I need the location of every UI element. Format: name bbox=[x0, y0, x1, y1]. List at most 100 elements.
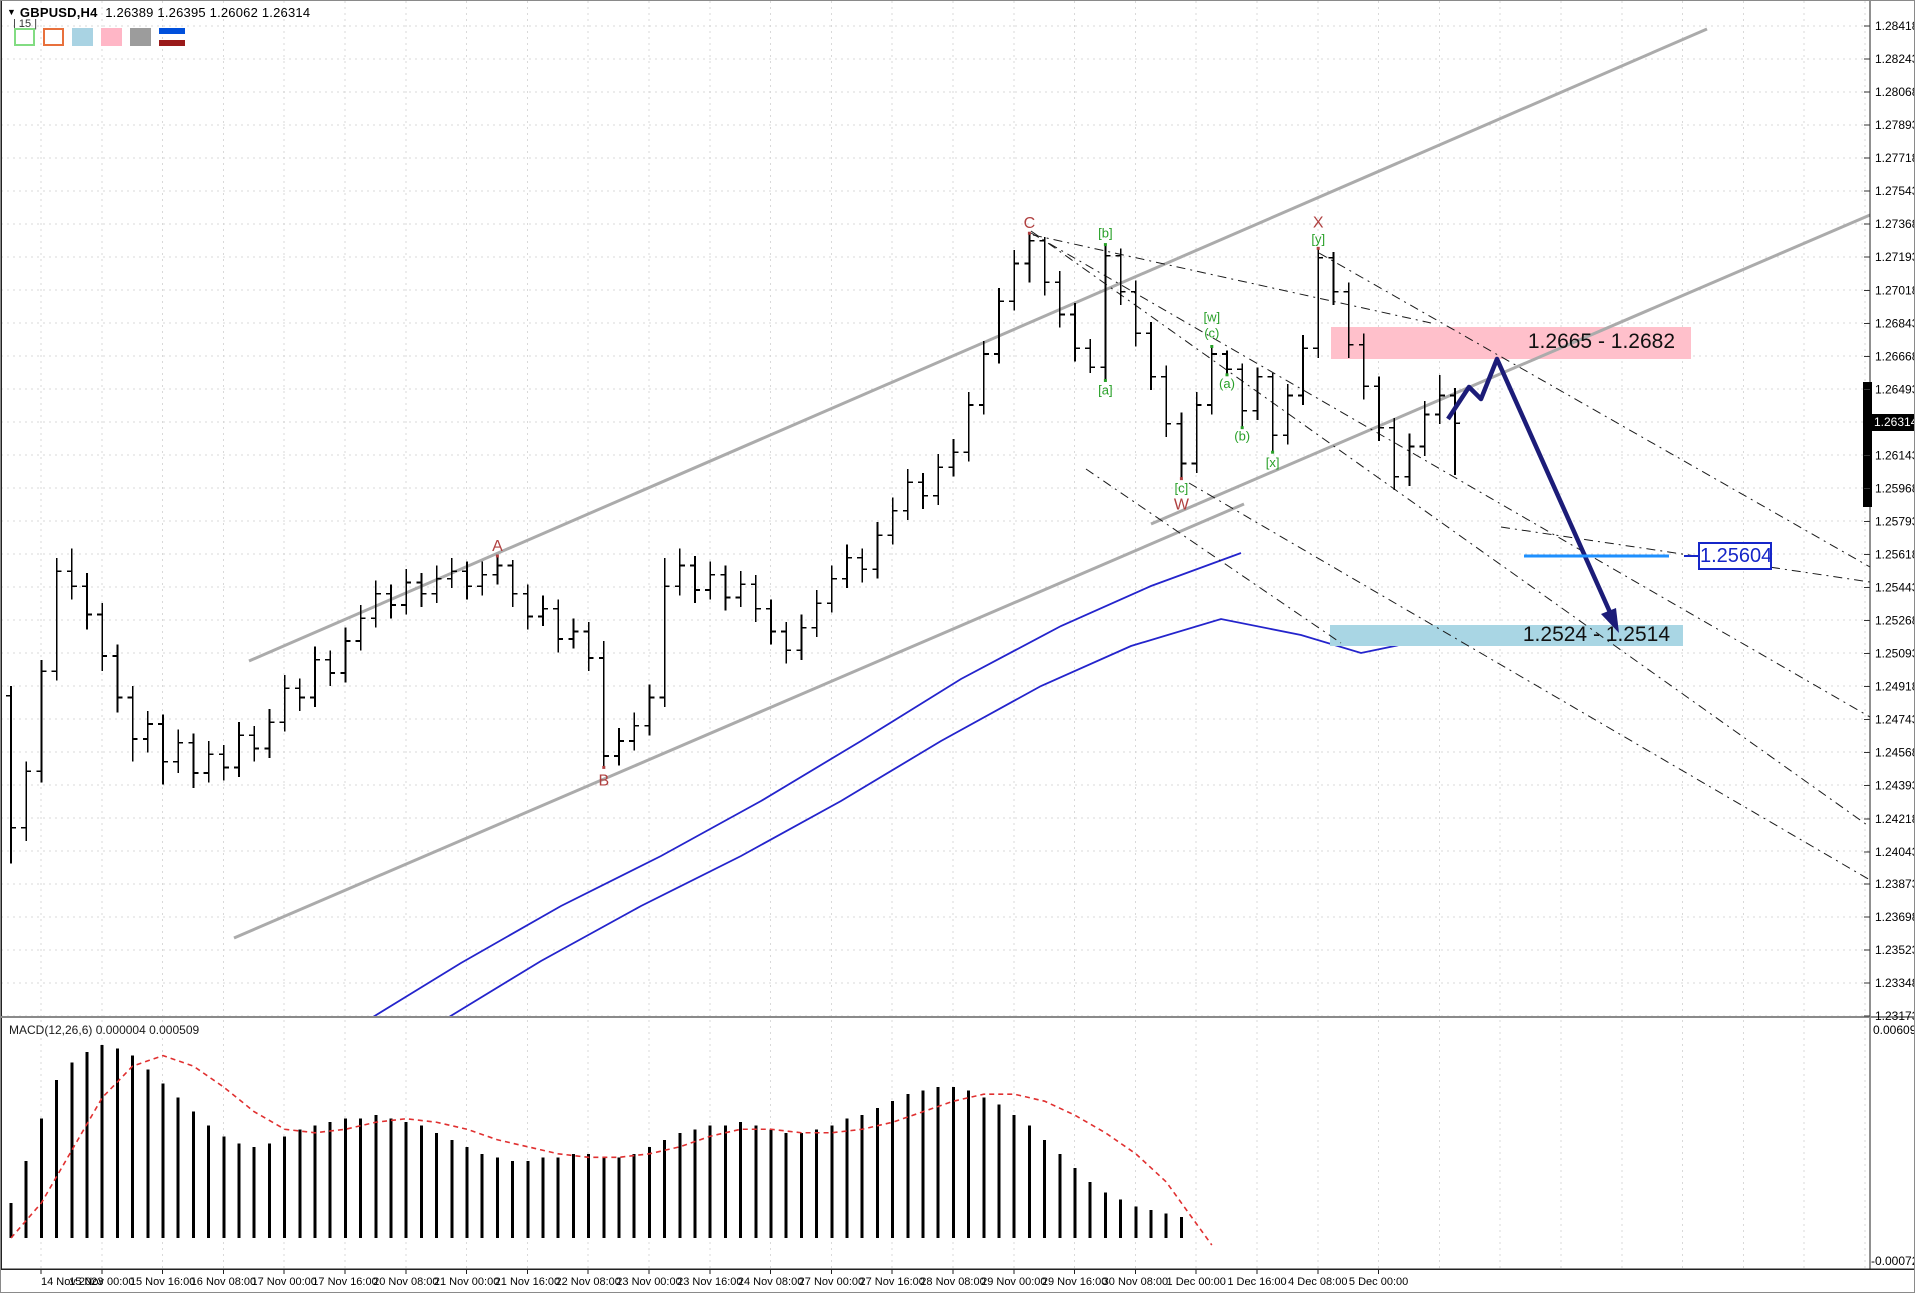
dashdot-trendlines bbox=[1030, 230, 1871, 881]
macd-name: MACD(12,26,6) bbox=[9, 1023, 93, 1037]
price-tick-label: 1.24918 bbox=[1875, 680, 1915, 694]
wave-label-y[interactable]: [y] bbox=[1311, 231, 1325, 246]
time-tick-label: 16 Nov 08:00 bbox=[191, 1276, 256, 1288]
resistance-zone-rect[interactable] bbox=[1331, 327, 1691, 359]
wave-anchor-dot bbox=[1240, 426, 1244, 430]
support-zone-label[interactable]: 1.2524 - 1.2514 bbox=[1522, 623, 1670, 646]
macd-value-main: 0.000004 bbox=[95, 1023, 146, 1037]
wave-label-c[interactable]: (c) bbox=[1204, 325, 1219, 340]
dashdot-trendline[interactable] bbox=[1032, 234, 1432, 324]
dashdot-trendline[interactable] bbox=[1188, 482, 1871, 881]
time-tick-label: 23 Nov 00:00 bbox=[616, 1276, 681, 1288]
price-zones bbox=[1330, 327, 1691, 646]
dashdot-trendline[interactable] bbox=[1085, 468, 1342, 644]
macd-value-signal: 0.000509 bbox=[149, 1023, 200, 1037]
channel-line[interactable] bbox=[248, 27, 1708, 663]
price-tick-label: 1.25618 bbox=[1875, 548, 1915, 562]
wave-label-c[interactable]: [c] bbox=[1175, 481, 1189, 496]
wave-label-C[interactable]: C bbox=[1024, 215, 1036, 232]
time-tick-label: 15 Nov 16:00 bbox=[130, 1276, 195, 1288]
wave-label-A[interactable]: A bbox=[492, 538, 503, 555]
price-tick-label: 1.27018 bbox=[1875, 283, 1915, 297]
dashdot-trendline[interactable] bbox=[1030, 230, 1871, 828]
price-tick-label: 1.26843 bbox=[1875, 316, 1915, 330]
price-tick-label: 1.27193 bbox=[1875, 250, 1915, 264]
dashdot-trendline[interactable] bbox=[1030, 232, 1871, 718]
wave-anchor-dot bbox=[1103, 243, 1107, 247]
wave-anchor-dot bbox=[1271, 450, 1275, 454]
current-price-box: 1.26314 bbox=[1871, 414, 1914, 431]
symbol-name: GBPUSD,H4 bbox=[19, 5, 98, 20]
price-tick-label: 1.27893 bbox=[1875, 118, 1915, 132]
wave-anchor-dot bbox=[1179, 477, 1183, 481]
time-tick-label: 27 Nov 16:00 bbox=[859, 1276, 924, 1288]
channel-line[interactable] bbox=[1150, 213, 1871, 526]
wave-anchor-dot bbox=[1316, 246, 1320, 250]
legend-swatch-orange-outline-box bbox=[43, 28, 64, 46]
legend-swatch-line-colors bbox=[159, 28, 185, 46]
wave-label-b[interactable]: (b) bbox=[1234, 429, 1250, 444]
time-tick-label: 15 Nov 00:00 bbox=[69, 1276, 134, 1288]
projection-drawing[interactable] bbox=[1446, 356, 1698, 633]
legend-swatch-lightblue-box bbox=[72, 28, 93, 46]
wave-labels: A B C [a] [b] [w](c) (a) (b) [x] [c]W X[y] bbox=[492, 214, 1325, 789]
time-tick-label: 5 Dec 00:00 bbox=[1349, 1276, 1408, 1288]
price-tick-label: 1.23873 bbox=[1875, 877, 1915, 891]
time-tick-label: 17 Nov 00:00 bbox=[251, 1276, 316, 1288]
wave-label-b[interactable]: [b] bbox=[1098, 226, 1112, 241]
grid-lines bbox=[1, 1, 1870, 1269]
time-tick-label: 1 Dec 16:00 bbox=[1227, 1276, 1286, 1288]
time-tick-label: 29 Nov 00:00 bbox=[981, 1276, 1046, 1288]
target-price-box[interactable]: 1.25604 bbox=[1698, 542, 1772, 570]
wave-label-W[interactable]: W bbox=[1174, 497, 1190, 514]
time-tick-label: 20 Nov 08:00 bbox=[373, 1276, 438, 1288]
symbol-dropdown-icon[interactable]: ▼ bbox=[7, 7, 17, 17]
wave-anchor-dot bbox=[495, 554, 499, 558]
channel-line[interactable] bbox=[233, 502, 1245, 940]
price-tick-label: 1.24393 bbox=[1875, 779, 1915, 793]
wave-label-a[interactable]: (a) bbox=[1219, 376, 1235, 391]
time-tick-label: 17 Nov 16:00 bbox=[312, 1276, 377, 1288]
price-tick-label: 1.27368 bbox=[1875, 217, 1915, 231]
channel-trendlines bbox=[233, 27, 1871, 940]
price-tick-label: 1.25093 bbox=[1875, 647, 1915, 661]
time-tick-label: 22 Nov 08:00 bbox=[555, 1276, 620, 1288]
price-tick-label: 1.27718 bbox=[1875, 151, 1915, 165]
symbol-info-bar: ▼ GBPUSD,H4 1.26389 1.26395 1.26062 1.26… bbox=[7, 5, 310, 20]
projection-arrowhead-icon bbox=[1601, 608, 1619, 633]
period-marker: | 15 | bbox=[13, 18, 38, 30]
legend-swatches bbox=[14, 28, 185, 46]
resistance-zone-label[interactable]: 1.2665 - 1.2682 bbox=[1527, 330, 1675, 353]
wave-label-X[interactable]: X bbox=[1313, 214, 1324, 231]
dashdot-trendline[interactable] bbox=[1318, 252, 1871, 568]
ohlc-low: 1.26062 bbox=[209, 5, 259, 20]
price-tick-label: 1.25793 bbox=[1875, 514, 1915, 528]
time-tick-label: 23 Nov 16:00 bbox=[677, 1276, 742, 1288]
support-zone-rect[interactable] bbox=[1330, 625, 1683, 646]
price-tick-label: 1.24568 bbox=[1875, 746, 1915, 760]
price-tick-label: 1.23173 bbox=[1875, 1009, 1915, 1023]
price-tick-label: 1.28068 bbox=[1875, 85, 1915, 99]
wave-anchor-dot bbox=[1210, 344, 1214, 348]
ema-fast-line[interactable] bbox=[372, 552, 1242, 1018]
macd-signal-line bbox=[10, 1054, 1213, 1246]
price-axis-labels: 1.28418 1.28243 1.28068 1.27893 1.27718 1.275… bbox=[1864, 19, 1915, 1023]
time-tick-label: 14 Nov 2023 bbox=[41, 1276, 103, 1288]
moving-average-lines bbox=[372, 552, 1410, 1018]
time-tick-label: 24 Nov 08:00 bbox=[738, 1276, 803, 1288]
wave-label-a[interactable]: [a] bbox=[1098, 382, 1112, 397]
time-tick-label: 21 Nov 16:00 bbox=[495, 1276, 560, 1288]
wave-label-B[interactable]: B bbox=[598, 772, 609, 789]
wave-label-x[interactable]: [x] bbox=[1266, 455, 1280, 470]
projection-path[interactable] bbox=[1446, 356, 1616, 620]
price-tick-label: 1.23698 bbox=[1875, 910, 1915, 924]
macd-axis-max: 0.006093 bbox=[1873, 1023, 1914, 1037]
ema-slow-line[interactable] bbox=[448, 618, 1410, 1018]
wave-anchor-dot bbox=[1225, 373, 1229, 377]
price-tick-label: 1.25443 bbox=[1875, 581, 1915, 595]
wave-label-w[interactable]: [w] bbox=[1203, 309, 1220, 324]
legend-swatch-green-outline-box bbox=[14, 28, 35, 46]
